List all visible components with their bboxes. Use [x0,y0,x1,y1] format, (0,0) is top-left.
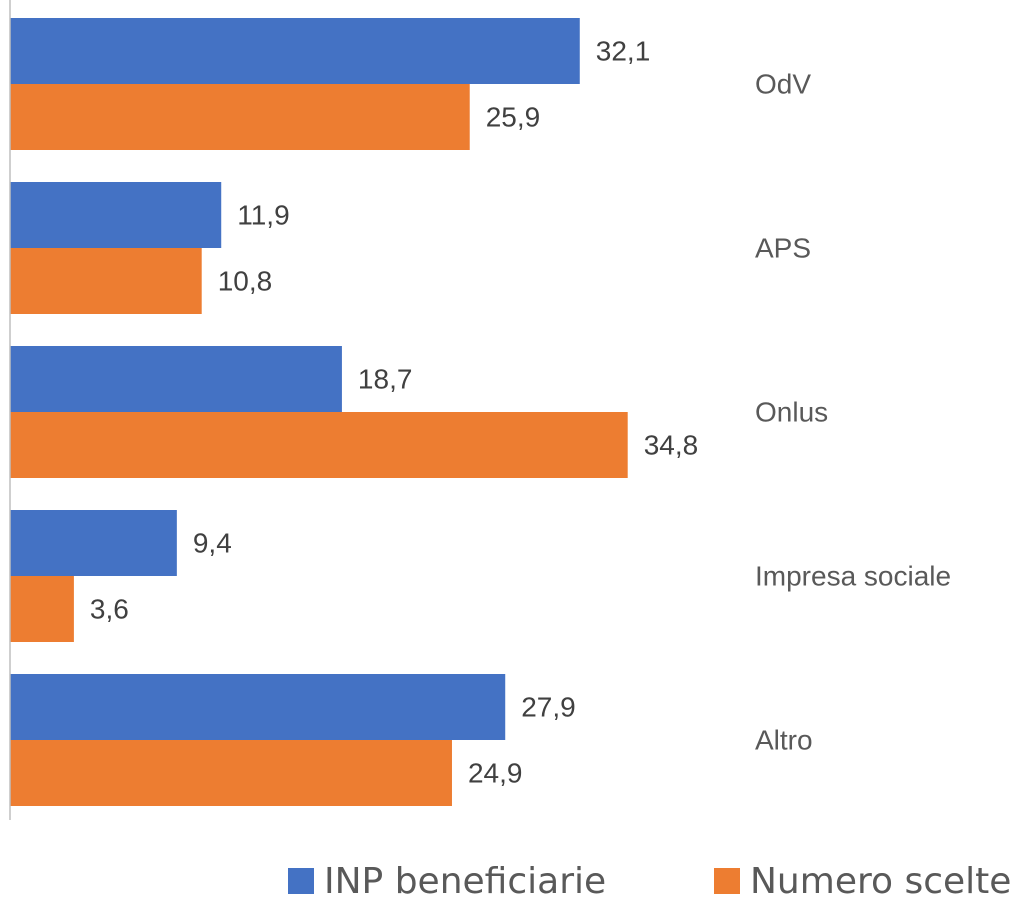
legend-swatch [288,868,314,894]
category-label: Impresa sociale [755,560,951,591]
value-label: 27,9 [521,691,576,722]
legend-label: Numero scelte [750,861,1011,898]
bar [10,576,74,642]
value-label: 3,6 [90,593,129,624]
bar [10,18,580,84]
value-label: 24,9 [468,757,522,788]
category-label: OdV [755,68,811,99]
category-label: Onlus [755,396,828,427]
category-label: APS [755,232,811,263]
value-label: 32,1 [596,35,651,66]
bar [10,84,470,150]
value-label: 10,8 [218,265,273,296]
bar [10,182,222,248]
category-label: Altro [755,724,813,755]
value-label: 25,9 [486,101,540,132]
bar [10,346,342,412]
bar [10,740,452,806]
legend-label: INP beneficiarie [324,861,606,898]
value-label: 34,8 [644,429,699,460]
bar [10,674,506,740]
bar [10,248,202,314]
value-label: 9,4 [193,527,232,558]
value-label: 18,7 [358,363,413,394]
bar [10,412,628,478]
value-label: 11,9 [237,199,289,230]
legend-swatch [714,868,740,894]
bar [10,510,177,576]
